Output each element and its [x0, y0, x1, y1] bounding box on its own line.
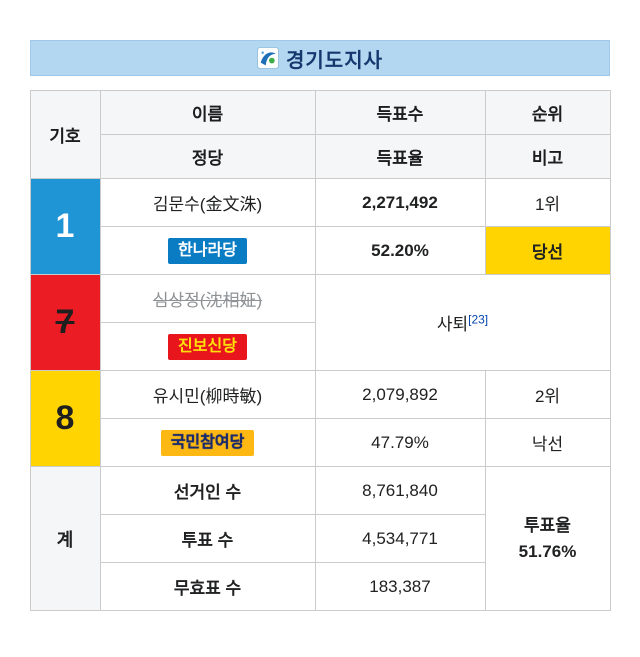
candidate-7-name: 심상정(沈相姃): [152, 291, 263, 310]
page-title: 경기도지사: [286, 49, 383, 72]
header-party: 정당: [99, 134, 316, 179]
candidate-8-row-1: 8 유시민(柳時敏) 2,079,892 2위: [29, 370, 611, 467]
candidate-1-row-1: 1 김문수(金文洙) 2,271,492 1위: [29, 178, 611, 275]
header-note: 비고: [484, 134, 611, 179]
candidate-8-party-cell: 국민참여당: [99, 418, 316, 467]
header-symbol: 기호: [29, 90, 101, 179]
header-rank: 순위: [484, 90, 611, 135]
electorate-label: 선거인 수: [99, 466, 316, 515]
hannara-party-badge: 한나라당: [168, 237, 247, 264]
turnout-value: 51.76%: [518, 541, 577, 561]
jinbo-party-badge: 진보신당: [168, 333, 247, 360]
total-votes-label: 투표 수: [99, 514, 316, 563]
turnout-cell: 투표율 51.76%: [484, 466, 611, 611]
candidate-1-percent: 52.20%: [314, 226, 486, 275]
candidate-7-row-1: 7 심상정(沈相姃) 사퇴[23]: [29, 274, 611, 371]
election-results-table: 기호 이름 득표수 순위 정당 득표율 비고 1 김문수(金文洙) 2,271,…: [29, 90, 611, 611]
candidate-7-number: 7: [29, 274, 101, 371]
invalid-votes-value: 183,387: [314, 562, 486, 611]
candidate-1-number: 1: [29, 178, 101, 275]
candidate-8-name: 유시민(柳時敏): [99, 370, 316, 419]
total-votes-value: 4,534,771: [314, 514, 486, 563]
header-name: 이름: [99, 90, 316, 135]
candidate-8-row-2: 국민참여당 47.79% 낙선: [30, 418, 611, 467]
footnote-ref-link[interactable]: [23]: [468, 312, 489, 327]
title-bar: 경기도지사: [30, 40, 610, 76]
candidate-7-number-text: 7: [55, 303, 75, 341]
candidate-7-name-cell: 심상정(沈相姃): [99, 274, 316, 323]
candidate-8-number: 8: [29, 370, 101, 467]
totals-row-2: 투표 수 4,534,771: [30, 514, 610, 563]
chamyeo-party-badge: 국민참여당: [160, 429, 255, 456]
candidate-1-votes: 2,271,492: [314, 178, 486, 227]
candidate-1-name: 김문수(金文洙): [99, 178, 316, 227]
candidate-1-rank: 1위: [484, 178, 611, 227]
header-votes: 득표수: [314, 90, 486, 135]
header-row-1: 기호 이름 득표수 순위: [29, 90, 611, 179]
totals-row-3: 무효표 수 183,387: [30, 562, 610, 611]
totals-row-1: 계 선거인 수 8,761,840 투표율 51.76%: [29, 466, 611, 611]
candidate-8-rank: 2위: [484, 370, 611, 419]
candidate-1-row-2: 한나라당 52.20% 당선: [30, 226, 611, 275]
header-row-2: 정당 득표율 비고: [30, 134, 611, 179]
candidate-1-result: 당선: [484, 226, 611, 275]
electorate-value: 8,761,840: [314, 466, 486, 515]
totals-label: 계: [29, 466, 101, 611]
candidate-7-row-2: 진보신당: [30, 322, 610, 371]
candidate-7-status: 사퇴: [436, 315, 469, 334]
candidate-1-party-cell: 한나라당: [99, 226, 316, 275]
header-percent: 득표율: [314, 134, 486, 179]
page: 경기도지사 기호 이름 득표수 순위 정당 득표율 비고 1 김문수(金文洙) …: [29, 40, 611, 611]
candidate-8-percent: 47.79%: [314, 418, 486, 467]
candidate-7-status-cell: 사퇴[23]: [314, 274, 611, 371]
candidate-8-result: 낙선: [484, 418, 611, 467]
candidate-8-votes: 2,079,892: [314, 370, 486, 419]
invalid-votes-label: 무효표 수: [99, 562, 316, 611]
turnout-label: 투표율: [524, 516, 571, 535]
gyeonggi-logo-icon: [257, 47, 279, 69]
candidate-7-party-cell: 진보신당: [99, 322, 316, 371]
